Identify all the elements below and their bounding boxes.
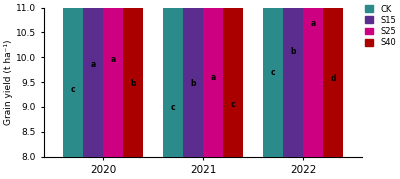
Text: b: b xyxy=(291,47,296,55)
Text: a: a xyxy=(210,73,216,82)
Bar xyxy=(183,0,203,156)
Text: b: b xyxy=(130,79,136,88)
Text: c: c xyxy=(171,103,176,112)
Text: d: d xyxy=(331,74,336,83)
Text: c: c xyxy=(71,85,75,94)
Text: c: c xyxy=(231,100,236,109)
Bar xyxy=(123,0,143,156)
Bar xyxy=(324,0,344,156)
Text: a: a xyxy=(90,61,96,69)
Bar xyxy=(263,0,283,156)
Bar xyxy=(163,0,183,156)
Bar xyxy=(63,0,83,156)
Bar xyxy=(283,0,304,156)
Legend: CK, S15, S25, S40: CK, S15, S25, S40 xyxy=(365,5,396,47)
Text: c: c xyxy=(271,68,276,77)
Bar xyxy=(203,0,223,156)
Bar xyxy=(103,0,123,156)
Text: b: b xyxy=(190,79,196,88)
Y-axis label: Grain yield (t ha⁻¹): Grain yield (t ha⁻¹) xyxy=(4,39,13,125)
Text: a: a xyxy=(110,55,116,64)
Text: a: a xyxy=(311,19,316,28)
Bar xyxy=(304,0,324,156)
Bar xyxy=(83,0,103,156)
Bar xyxy=(223,0,243,156)
